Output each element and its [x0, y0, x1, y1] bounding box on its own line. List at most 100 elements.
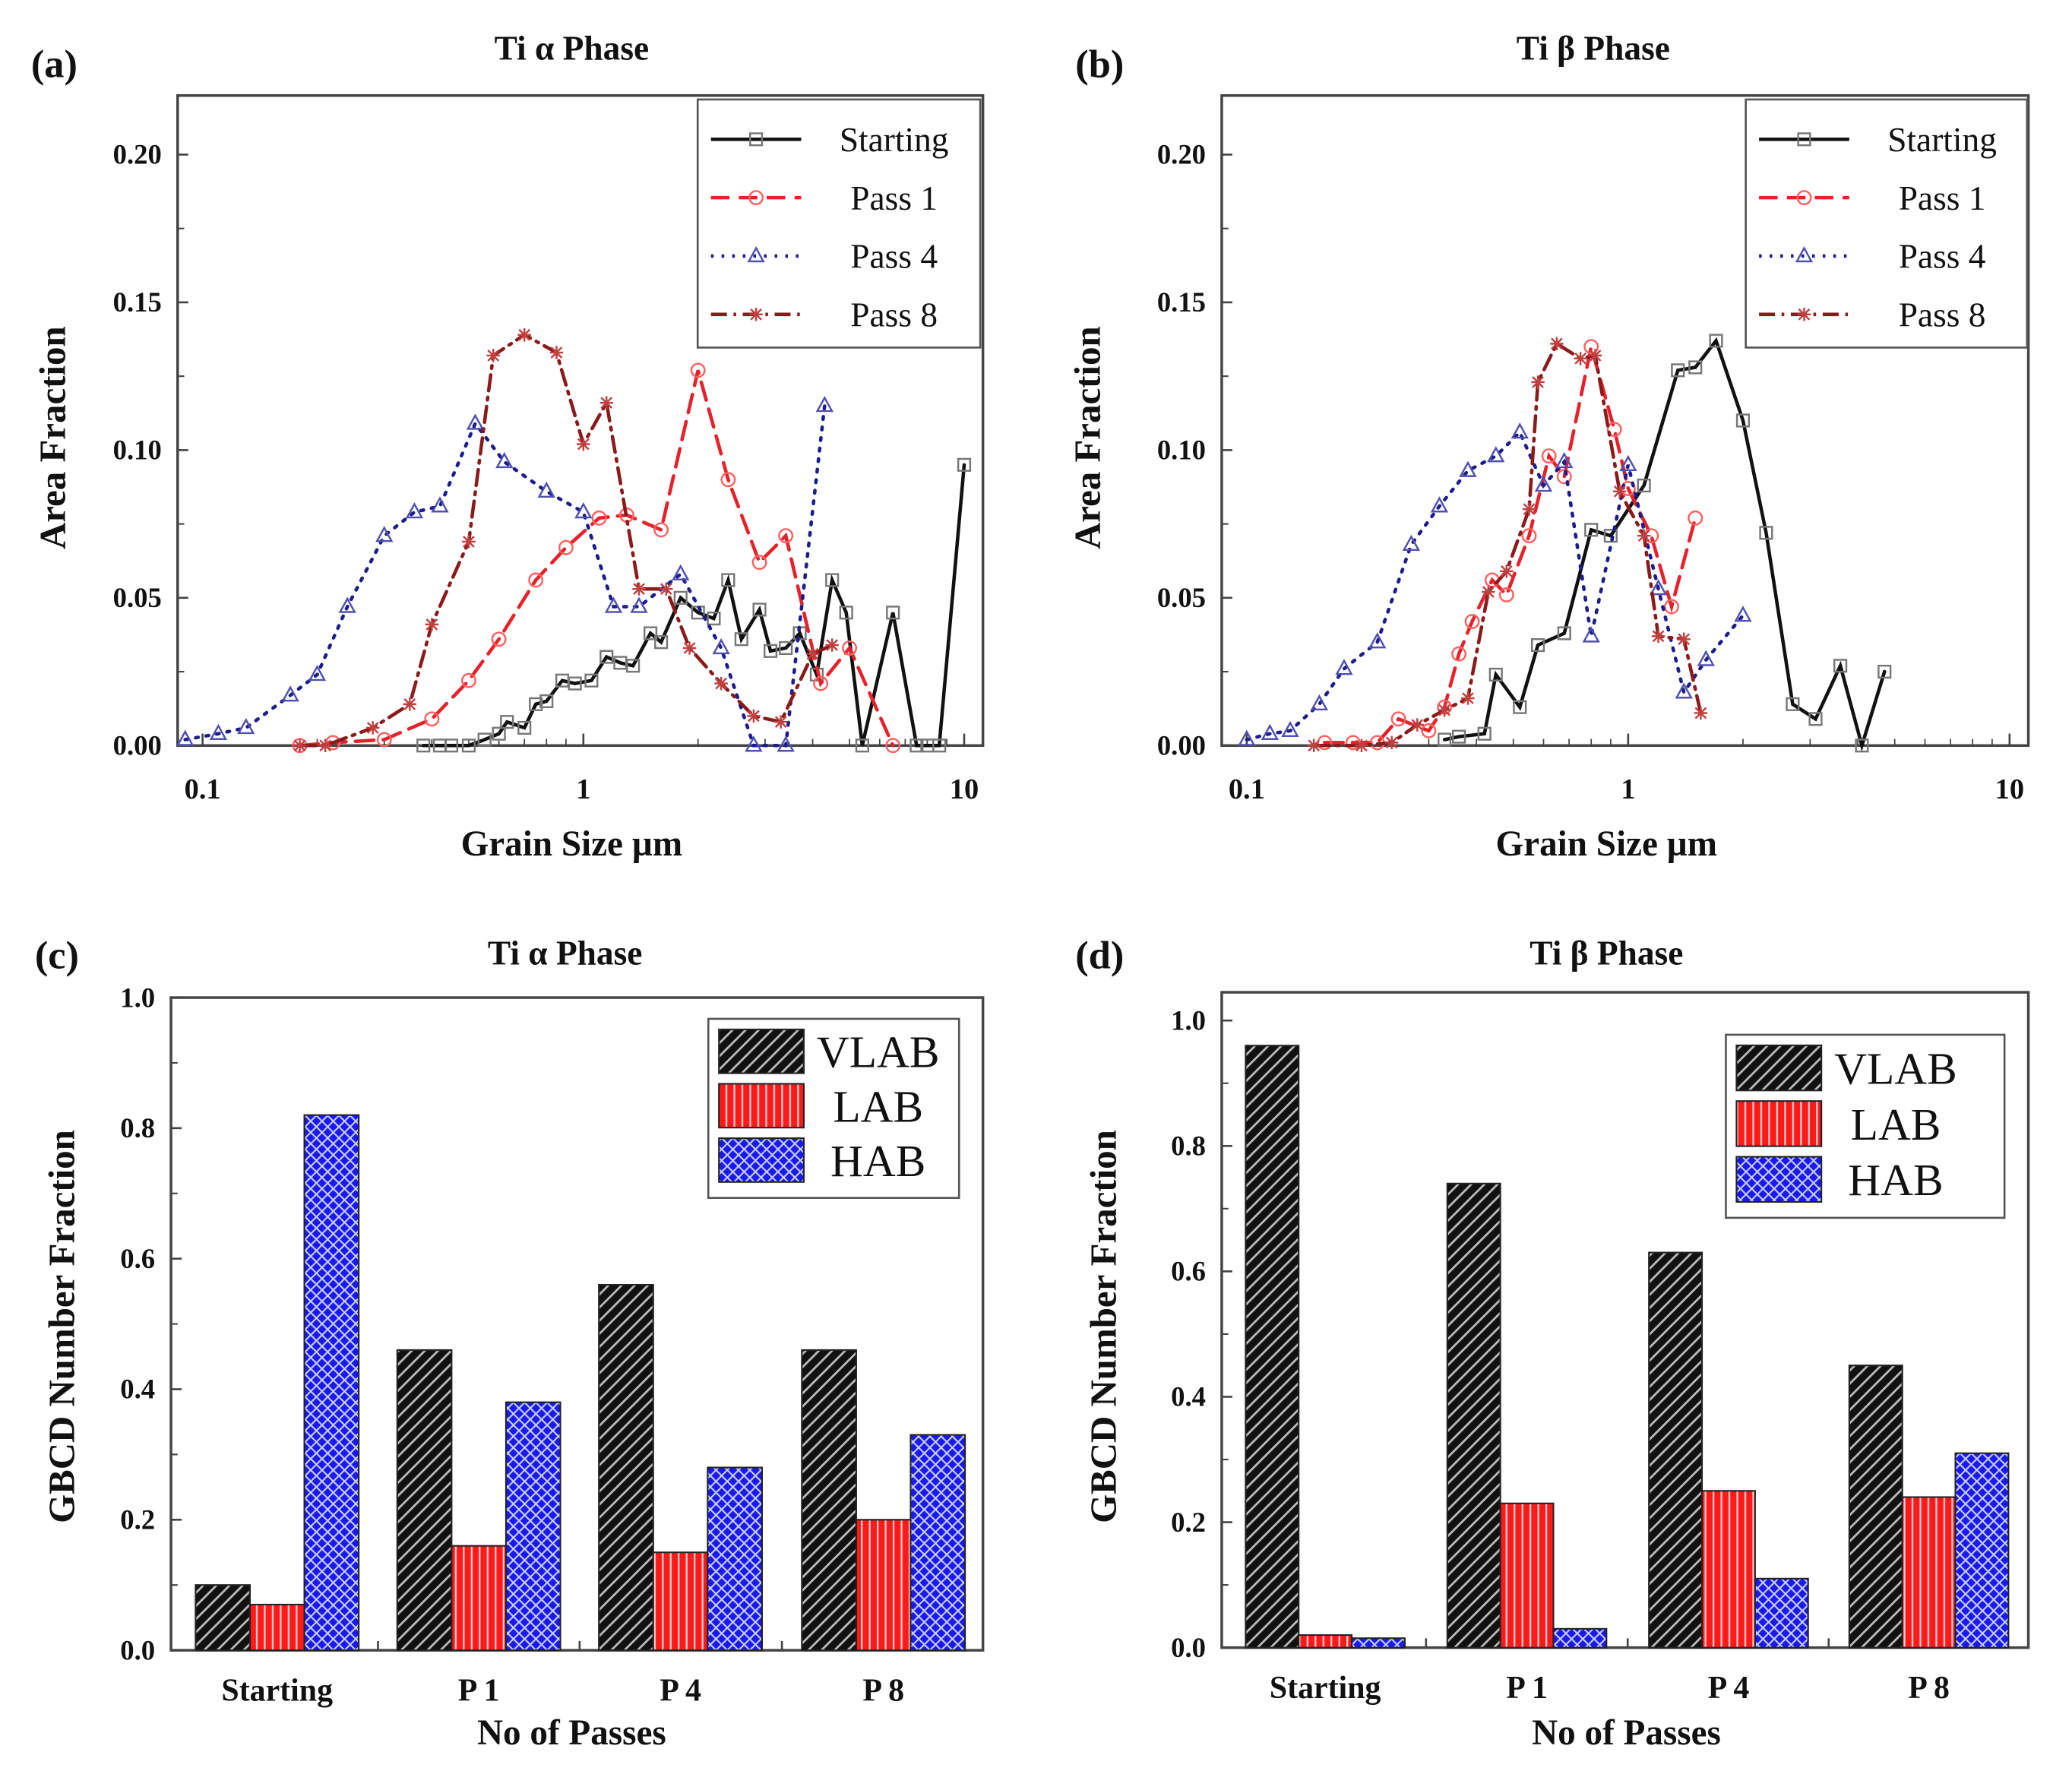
triangle-marker — [745, 735, 763, 752]
panel-label: (d) — [1075, 934, 1124, 978]
triangle-marker — [1238, 729, 1256, 746]
y-axis-label: GBCD Number Fraction — [1082, 1130, 1124, 1523]
square-marker — [1877, 664, 1892, 679]
square-marker — [492, 726, 506, 741]
y-tick-label: 0.05 — [1157, 582, 1206, 613]
y-tick-label: 0.0 — [1171, 1632, 1206, 1663]
square-marker — [1786, 697, 1800, 711]
x-tick-label: P 4 — [1708, 1671, 1750, 1706]
square-marker — [957, 457, 972, 472]
star-marker — [1694, 706, 1708, 720]
square-marker — [626, 659, 641, 673]
bar-lab-starting — [248, 1603, 305, 1652]
legend-box — [696, 98, 982, 349]
bar-hab-p4 — [1754, 1577, 1809, 1649]
circle-marker — [1664, 599, 1679, 615]
triangle-marker — [375, 526, 394, 542]
bar-vlab-starting — [1245, 1045, 1300, 1649]
square-marker — [1855, 738, 1869, 753]
panel-a: (a) Ti α Phase Grain Size µm Area Fraction 0… — [31, 30, 985, 864]
circle-marker — [1421, 723, 1437, 738]
legend-swatch — [1735, 1100, 1823, 1147]
triangle-marker — [747, 245, 765, 263]
star-marker — [1461, 691, 1475, 705]
legend: Starting Pass 1 Pass 4 Pass 8 — [1745, 98, 2029, 349]
legend-label: Starting — [1887, 121, 1997, 159]
square-marker — [517, 720, 532, 735]
star-marker — [1574, 352, 1587, 365]
triangle-marker — [1734, 606, 1752, 622]
triangle-marker — [1261, 723, 1279, 740]
x-tick-label: P 4 — [660, 1673, 701, 1708]
triangle-marker — [281, 685, 299, 702]
square-marker — [461, 738, 476, 753]
legend-label: Pass 4 — [1899, 238, 1986, 276]
y-tick-label: 0.00 — [113, 730, 162, 761]
square-marker — [416, 738, 431, 753]
y-tick-label: 0.4 — [120, 1374, 155, 1405]
triangle-marker — [1697, 650, 1715, 666]
circle-marker — [748, 190, 764, 206]
bar-vlab-p4 — [598, 1283, 654, 1652]
square-marker — [886, 606, 900, 620]
panel-label: (a) — [31, 42, 78, 86]
circle-marker — [528, 572, 544, 588]
square-marker — [477, 732, 492, 747]
triangle-marker — [1335, 659, 1353, 675]
y-tick-label: 0.6 — [1171, 1256, 1206, 1287]
star-marker — [660, 582, 673, 596]
bar-hab-p8 — [909, 1434, 966, 1652]
star-marker — [747, 709, 761, 723]
series-line — [298, 369, 895, 748]
bar-vlab-starting — [195, 1584, 251, 1652]
triangle-marker — [1534, 476, 1553, 492]
plot-frame — [1220, 93, 2030, 748]
circle-marker — [591, 510, 607, 526]
square-marker — [855, 738, 869, 753]
star-marker — [1355, 738, 1368, 753]
triangle-marker — [405, 502, 424, 519]
x-tick-label: 0.1 — [1229, 773, 1265, 805]
series-pass-1 — [292, 362, 901, 754]
bar-vlab-p8 — [801, 1349, 857, 1652]
square-marker — [599, 650, 614, 664]
triangle-marker — [630, 596, 648, 613]
circle-marker — [751, 555, 767, 571]
series-pass-8 — [293, 327, 839, 753]
circle-marker — [491, 631, 507, 647]
triangle-marker — [712, 637, 730, 655]
star-marker — [462, 535, 476, 549]
triangle-marker — [1649, 579, 1668, 596]
star-marker — [682, 641, 697, 655]
square-marker — [539, 694, 554, 709]
star-marker — [805, 647, 820, 661]
square-marker — [721, 573, 735, 587]
triangle-marker — [237, 717, 255, 735]
square-marker — [584, 673, 599, 688]
circle-marker — [325, 735, 341, 751]
series-pass-8 — [1307, 337, 1708, 753]
legend-label: Pass 4 — [850, 238, 938, 276]
triangle-marker — [1310, 694, 1329, 711]
star-marker — [1637, 529, 1651, 542]
square-marker — [1688, 360, 1703, 375]
square-marker — [1759, 526, 1773, 540]
triangle-marker — [1459, 460, 1477, 477]
triangle-marker — [1430, 496, 1449, 513]
circle-marker — [1606, 422, 1622, 438]
square-marker — [643, 626, 658, 640]
y-tick-label: 0.6 — [120, 1243, 155, 1274]
bar-vlab-p1 — [396, 1349, 453, 1652]
bar-vlab-p1 — [1446, 1182, 1501, 1649]
triangle-marker — [1511, 422, 1529, 439]
square-marker — [1477, 726, 1492, 741]
y-tick-label: 0.20 — [1157, 139, 1206, 170]
bar-vlab-p8 — [1848, 1365, 1903, 1649]
triangle-marker — [1619, 454, 1637, 472]
x-axis-label: Grain Size µm — [461, 824, 683, 864]
x-tick-label: P 1 — [1506, 1671, 1548, 1706]
triangle-marker — [1582, 626, 1600, 643]
star-marker — [1500, 565, 1514, 578]
triangle-marker — [1487, 446, 1505, 463]
